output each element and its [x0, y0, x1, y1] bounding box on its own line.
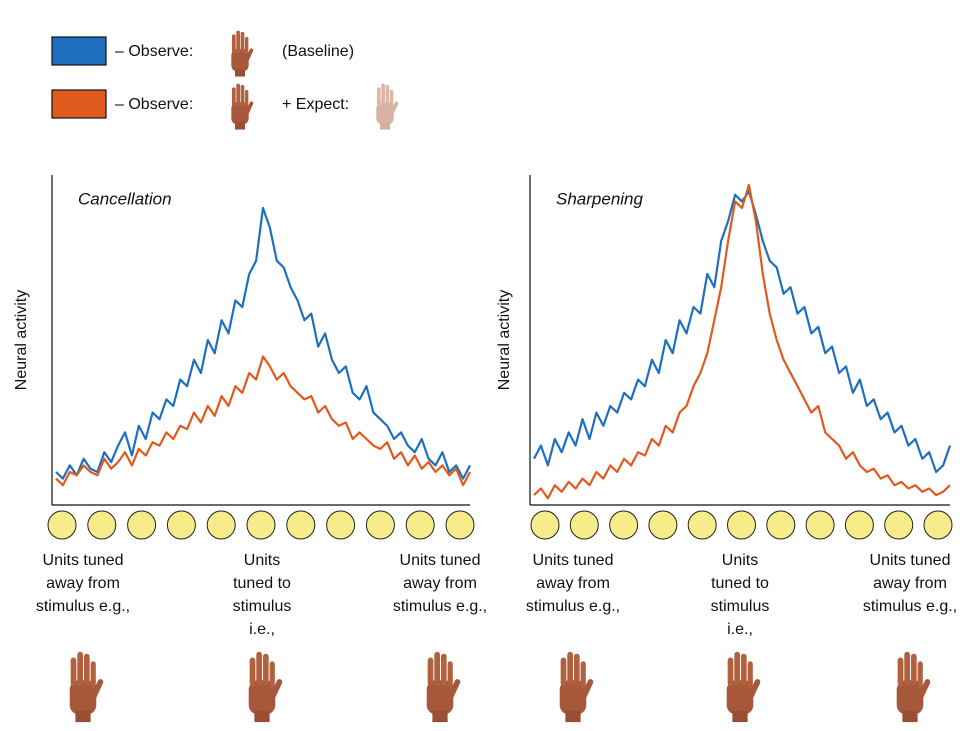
chart: Sharpening Neural activity Units tuned away…: [496, 175, 957, 723]
legend-swatch: [51, 89, 107, 119]
legend-label: (Baseline): [282, 43, 354, 60]
unit-label: stimulus: [711, 598, 770, 615]
data-line: [55, 206, 471, 480]
data-line: [55, 355, 471, 487]
hand-icon: [231, 30, 254, 77]
chart: Cancellation Neural activity Units tuned aw…: [13, 175, 487, 723]
hand-icon: [231, 83, 254, 130]
unit-circle: [246, 510, 276, 540]
unit-circle: [405, 510, 435, 540]
unit-circle: [445, 510, 475, 540]
legend: – Observe: (Baseline) – Observe: + Expect:: [51, 30, 399, 130]
unit-label: away from: [403, 575, 477, 592]
unit-label: stimulus e.g.,: [393, 598, 487, 615]
unit-circle: [609, 510, 639, 540]
hand-icon: [426, 651, 462, 723]
unit-label: away from: [46, 575, 120, 592]
unit-label: Units tuned: [400, 552, 481, 569]
unit-label: Units tuned: [533, 552, 614, 569]
y-axis-label: Neural activity: [13, 290, 30, 390]
unit-label: tuned to: [233, 575, 291, 592]
unit-circle: [326, 510, 356, 540]
unit-label: away from: [873, 575, 947, 592]
hand-icon: [559, 651, 595, 723]
unit-circle: [805, 510, 835, 540]
unit-circle: [47, 510, 77, 540]
unit-circle: [727, 510, 756, 540]
hand-icon: [896, 651, 932, 723]
unit-circle: [530, 510, 560, 540]
unit-circle: [127, 510, 157, 540]
charts: Cancellation Neural activity Units tuned aw…: [13, 175, 957, 723]
hand-icon: [376, 83, 399, 130]
unit-circle: [844, 510, 874, 540]
data-line: [533, 190, 952, 474]
legend-label: – Observe:: [115, 43, 193, 60]
unit-circle: [648, 510, 678, 540]
unit-label: Units: [244, 552, 280, 569]
hand-icon: [726, 651, 762, 723]
unit-label: stimulus: [233, 598, 292, 615]
legend-swatch: [51, 36, 107, 66]
unit-circle: [766, 510, 796, 540]
chart-title: Cancellation: [78, 189, 172, 208]
unit-circle: [884, 510, 914, 540]
hand-icon: [69, 651, 105, 723]
hand-icon: [248, 651, 284, 723]
unit-circle: [286, 510, 316, 540]
unit-label: away from: [536, 575, 610, 592]
data-line: [533, 183, 951, 500]
unit-circle: [206, 510, 236, 540]
unit-label: Units tuned: [870, 552, 951, 569]
unit-label: stimulus e.g.,: [526, 598, 620, 615]
unit-label: Units tuned: [43, 552, 124, 569]
unit-circle: [923, 510, 953, 540]
chart-title: Sharpening: [556, 189, 644, 208]
unit-label: i.e.,: [727, 621, 753, 638]
unit-label: tuned to: [711, 575, 769, 592]
unit-circle: [166, 510, 196, 540]
y-axis-label: Neural activity: [496, 290, 513, 390]
legend-label: – Observe:: [115, 96, 193, 113]
unit-label: stimulus e.g.,: [863, 598, 957, 615]
unit-label: stimulus e.g.,: [36, 598, 130, 615]
unit-circle: [365, 510, 395, 540]
unit-label: Units: [722, 552, 758, 569]
unit-circle: [87, 510, 117, 540]
unit-circle: [687, 510, 717, 540]
unit-label: i.e.,: [249, 621, 275, 638]
legend-label: + Expect:: [282, 96, 349, 113]
unit-circle: [569, 510, 599, 540]
